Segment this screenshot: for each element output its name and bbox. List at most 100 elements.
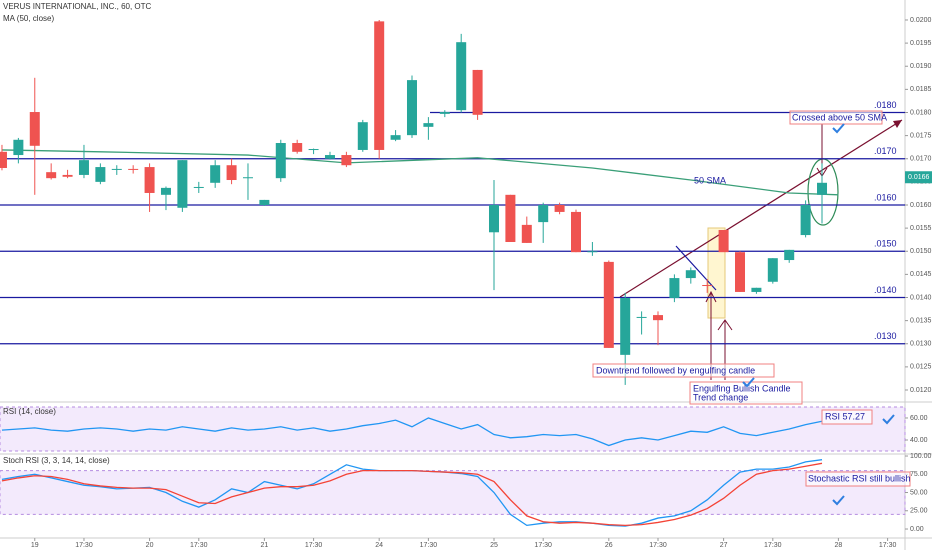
- candle-body: [488, 204, 499, 233]
- y-tick-label: 0.0195: [910, 40, 932, 47]
- y-tick-label: 75.00: [910, 471, 928, 478]
- band: [0, 406, 906, 452]
- annotation: Trend change: [693, 392, 748, 402]
- check-mark: [832, 123, 845, 134]
- candle-body: [210, 165, 221, 183]
- x-tick-label: 17:30: [649, 542, 667, 549]
- candle-body: [406, 80, 417, 136]
- candle-body: [570, 211, 581, 253]
- candle-body: [226, 165, 237, 181]
- annotation-box: [789, 110, 883, 125]
- candle-body: [718, 229, 729, 253]
- last-price-tag: [905, 171, 932, 184]
- x-tick-label: 17:30: [764, 542, 782, 549]
- level-label: .0150: [874, 239, 897, 249]
- y-tick-label: 60.00: [910, 415, 928, 422]
- candle-body: [308, 149, 319, 151]
- y-tick-label: 0.0190: [910, 63, 932, 70]
- candle-body: [751, 287, 762, 292]
- x-tick-label: 17:30: [534, 542, 552, 549]
- candle-body: [669, 278, 680, 298]
- stoch-label: Stoch RSI (3, 3, 14, 14, close): [3, 456, 110, 465]
- y-tick-label: 25.00: [910, 508, 928, 515]
- candle-body: [292, 143, 303, 152]
- annotation: Crossed above 50 SMA: [792, 112, 887, 122]
- candle-body: [242, 177, 253, 179]
- x-tick-label: 21: [260, 542, 268, 549]
- level-label: .0180: [874, 100, 897, 110]
- x-tick-label: 19: [31, 542, 39, 549]
- candle-body: [521, 224, 532, 243]
- candle-body: [29, 112, 40, 146]
- candle-body: [62, 174, 73, 177]
- level-label: .0160: [874, 192, 897, 202]
- y-tick-label: 40.00: [910, 437, 928, 444]
- candle-body: [505, 194, 516, 242]
- downtrend-line: [675, 245, 717, 291]
- candle-body: [390, 135, 401, 140]
- level-label: .0130: [874, 331, 897, 341]
- x-tick-label: 17:30: [305, 542, 323, 549]
- indicator-label: MA (50, close): [3, 14, 54, 23]
- y-tick-label: 0.0135: [910, 317, 932, 324]
- candle-body: [554, 204, 565, 212]
- candle-body: [472, 69, 483, 115]
- y-tick-label: 0.0155: [910, 225, 932, 232]
- y-tick-label: 0.0120: [910, 387, 932, 394]
- candle-body: [456, 42, 467, 111]
- candle-body: [177, 160, 188, 208]
- rsi-line: [1, 417, 823, 447]
- candle-body: [685, 270, 696, 279]
- annotation-box: [592, 363, 775, 378]
- y-tick-label: 50.00: [910, 489, 928, 496]
- candle-body: [111, 168, 122, 170]
- candle-body: [95, 167, 106, 182]
- annotation: 50 SMA: [694, 175, 726, 185]
- x-tick-label: 26: [605, 542, 613, 549]
- y-tick-label: 0.00: [910, 526, 924, 533]
- y-tick-label: 0.0125: [910, 364, 932, 371]
- candle-body: [275, 143, 286, 179]
- level-label: .0170: [874, 146, 897, 156]
- candle-body: [800, 204, 811, 236]
- y-tick-label: 0.0145: [910, 271, 932, 278]
- rsi-label: RSI (14, close): [3, 407, 56, 416]
- stoch-line: [1, 462, 823, 527]
- x-tick-label: 27: [720, 542, 728, 549]
- candle-body: [128, 168, 139, 170]
- x-tick-label: 17:30: [420, 542, 438, 549]
- y-tick-label: 0.0160: [910, 202, 932, 209]
- candle-body: [423, 123, 434, 127]
- chart-title: VERUS INTERNATIONAL, INC., 60, OTC: [3, 2, 152, 11]
- y-tick-label: 0.0150: [910, 248, 932, 255]
- annotation-box: [805, 471, 911, 487]
- trend-line: [619, 119, 903, 298]
- x-tick-label: 25: [490, 542, 498, 549]
- candle-body: [653, 315, 664, 321]
- annotation: Stochastic RSI still bullish: [808, 473, 911, 483]
- annotation-box: [821, 409, 873, 425]
- candle-body: [636, 316, 647, 318]
- candle-body: [587, 251, 598, 253]
- candle-body: [341, 155, 352, 166]
- candle-body: [0, 151, 7, 168]
- candle-body: [817, 182, 828, 195]
- check-mark: [742, 377, 755, 388]
- annotation: Downtrend followed by engulfing candle: [596, 365, 755, 375]
- x-tick-label: 20: [146, 542, 154, 549]
- candle-body: [620, 297, 631, 355]
- level-label: .0140: [874, 285, 897, 295]
- candle-body: [357, 122, 368, 150]
- candle-body: [784, 249, 795, 261]
- candle-body: [538, 204, 549, 223]
- y-tick-label: 0.0185: [910, 86, 932, 93]
- y-tick-label: 0.0175: [910, 132, 932, 139]
- candle-body: [324, 155, 335, 159]
- candle-body: [735, 252, 746, 292]
- candle-body: [46, 172, 57, 179]
- x-tick-label: 28: [835, 542, 843, 549]
- y-tick-label: 100.00: [910, 453, 932, 460]
- x-tick-label: 17:30: [879, 542, 897, 549]
- candle-body: [702, 285, 713, 287]
